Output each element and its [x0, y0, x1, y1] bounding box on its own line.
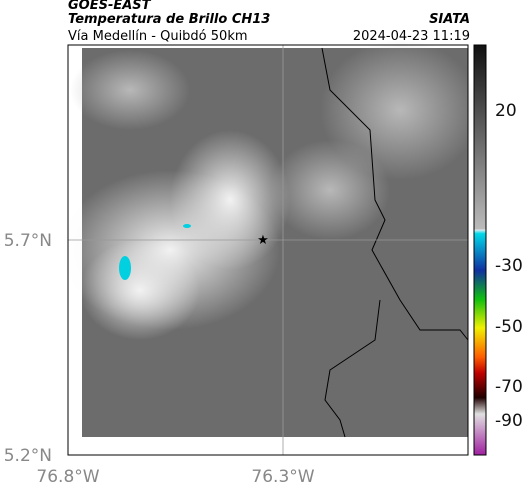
lon-label: 76.3°W: [251, 467, 314, 487]
subtitle: Temperatura de Brillo CH13: [68, 12, 270, 27]
colorbar-tick: -30: [495, 256, 523, 276]
svg-text:★: ★: [257, 233, 269, 248]
lat-label: 5.7°N: [4, 231, 52, 251]
datetime: 2024-04-23 11:19: [353, 29, 470, 44]
colorbar-tick: -50: [495, 317, 523, 337]
colorbar-tick: 20: [495, 101, 517, 121]
satellite-image: ★: [60, 40, 480, 455]
colorbar-tick: -70: [495, 377, 523, 397]
source: SIATA: [429, 12, 470, 27]
lat-label: 5.2°N: [4, 446, 52, 466]
colorbar-tick: -90: [495, 411, 523, 431]
colorbar: [473, 44, 487, 456]
colorbar-ticks: 20 -30 -50 -70 -90: [495, 101, 523, 431]
title: GOES-EAST: [68, 0, 152, 13]
map-frame: [67, 44, 469, 456]
lon-label: 76.8°W: [36, 467, 99, 487]
location: Vía Medellín - Quibdó 50km: [68, 29, 248, 44]
